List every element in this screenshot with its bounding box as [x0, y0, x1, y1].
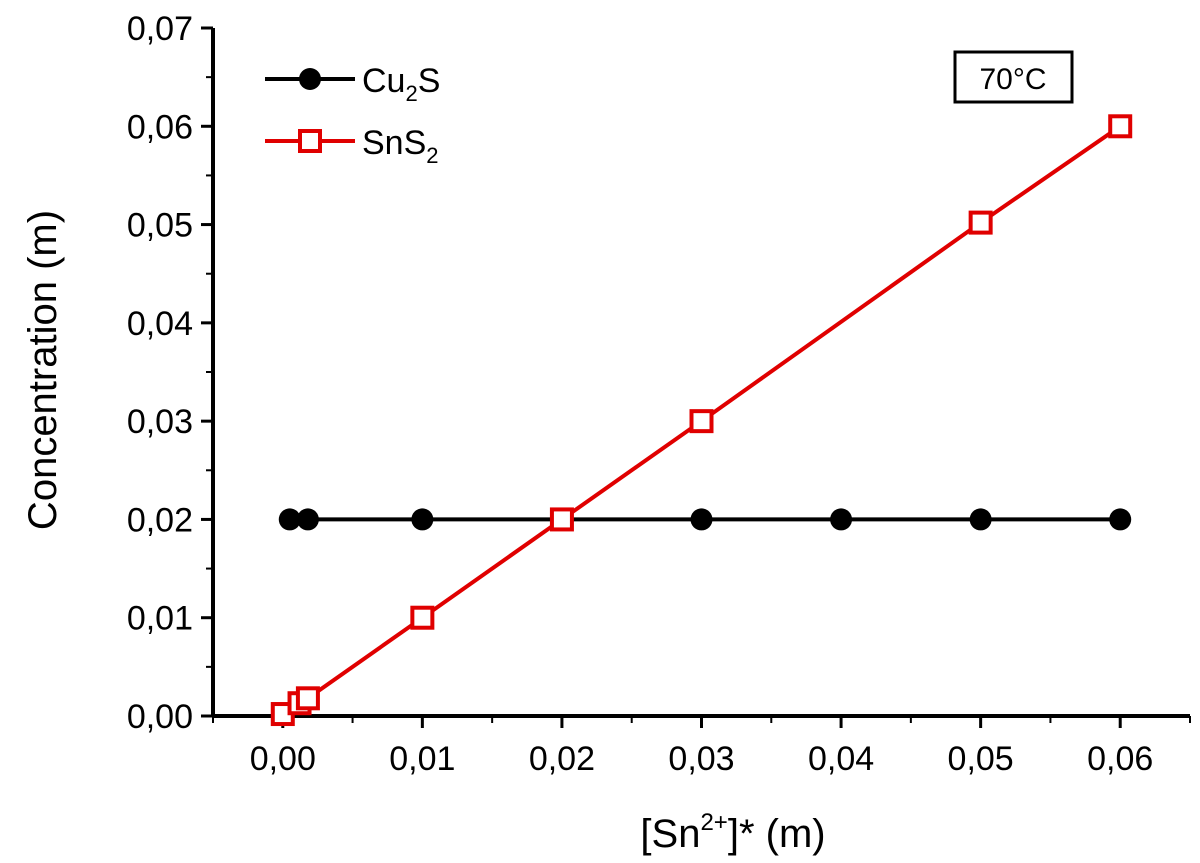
data-point-cu2s — [969, 508, 992, 531]
legend-marker-sns2 — [298, 129, 322, 153]
data-point-cu2s — [296, 508, 319, 531]
data-point-cu2s — [411, 508, 434, 531]
legend: Cu2S SnS2 — [265, 62, 440, 168]
axes — [211, 28, 1190, 718]
y-tick-label: 0,01 — [127, 600, 193, 638]
data-point-sns2 — [1108, 114, 1133, 139]
legend-label-cu2s: Cu2S — [362, 62, 440, 106]
y-tick-label: 0,02 — [127, 501, 193, 539]
ticks: 0,00 0,01 0,02 0,03 0,04 0,05 0,06 0,07 0,00 0,01… — [127, 10, 1191, 778]
legend-item-sns2: SnS2 — [265, 124, 439, 168]
x-tick-label: 0,00 — [250, 740, 316, 778]
y-tick-label: 0,06 — [127, 108, 193, 146]
x-tick-label: 0,01 — [389, 740, 455, 778]
data-point-sns2 — [549, 507, 574, 532]
data-point-cu2s — [278, 508, 301, 531]
data-point-sns2 — [295, 686, 320, 711]
data-point-cu2s — [1109, 508, 1132, 531]
temperature-annotation: 70°C — [953, 50, 1074, 104]
y-tick-label: 0,04 — [127, 305, 193, 343]
y-tick-label: 0,07 — [127, 10, 193, 48]
y-tick-label: 0,05 — [127, 207, 193, 245]
data-point-sns2 — [410, 605, 435, 630]
y-tick-label: 0,00 — [127, 698, 193, 736]
series-cu2s — [278, 508, 1132, 531]
x-tick-label: 0,02 — [529, 740, 595, 778]
data-point-cu2s — [830, 508, 853, 531]
y-tick-label: 0,03 — [127, 403, 193, 441]
x-axis-label: [Sn2+]* (m) — [640, 809, 825, 856]
legend-label-cu2s-rest: S — [418, 62, 441, 100]
temperature-annotation-text: 70°C — [979, 63, 1046, 96]
legend-label-sns2: SnS2 — [362, 124, 439, 168]
legend-item-cu2s: Cu2S — [265, 62, 440, 106]
series-sns2 — [270, 114, 1133, 727]
legend-label-sns2-base: SnS — [362, 124, 426, 162]
series-layer — [270, 114, 1133, 727]
legend-label-cu2s-base: Cu — [362, 62, 405, 100]
x-axis-label-base: [Sn — [640, 812, 700, 856]
data-point-sns2 — [689, 409, 714, 434]
x-tick-label: 0,04 — [808, 740, 874, 778]
x-tick-label: 0,06 — [1087, 740, 1153, 778]
x-tick-label: 0,03 — [668, 740, 734, 778]
y-axis-label: Concentration (m) — [21, 210, 65, 530]
legend-marker-cu2s — [299, 68, 321, 90]
data-point-sns2 — [968, 210, 993, 235]
x-axis-label-rest: ]* (m) — [728, 812, 826, 856]
data-point-cu2s — [690, 508, 713, 531]
legend-label-sns2-sub: 2 — [426, 143, 438, 168]
legend-label-cu2s-sub: 2 — [405, 81, 417, 106]
x-tick-label: 0,05 — [948, 740, 1014, 778]
temperature-annotation-frame — [953, 50, 1074, 104]
x-axis-label-sup: 2+ — [700, 809, 727, 836]
